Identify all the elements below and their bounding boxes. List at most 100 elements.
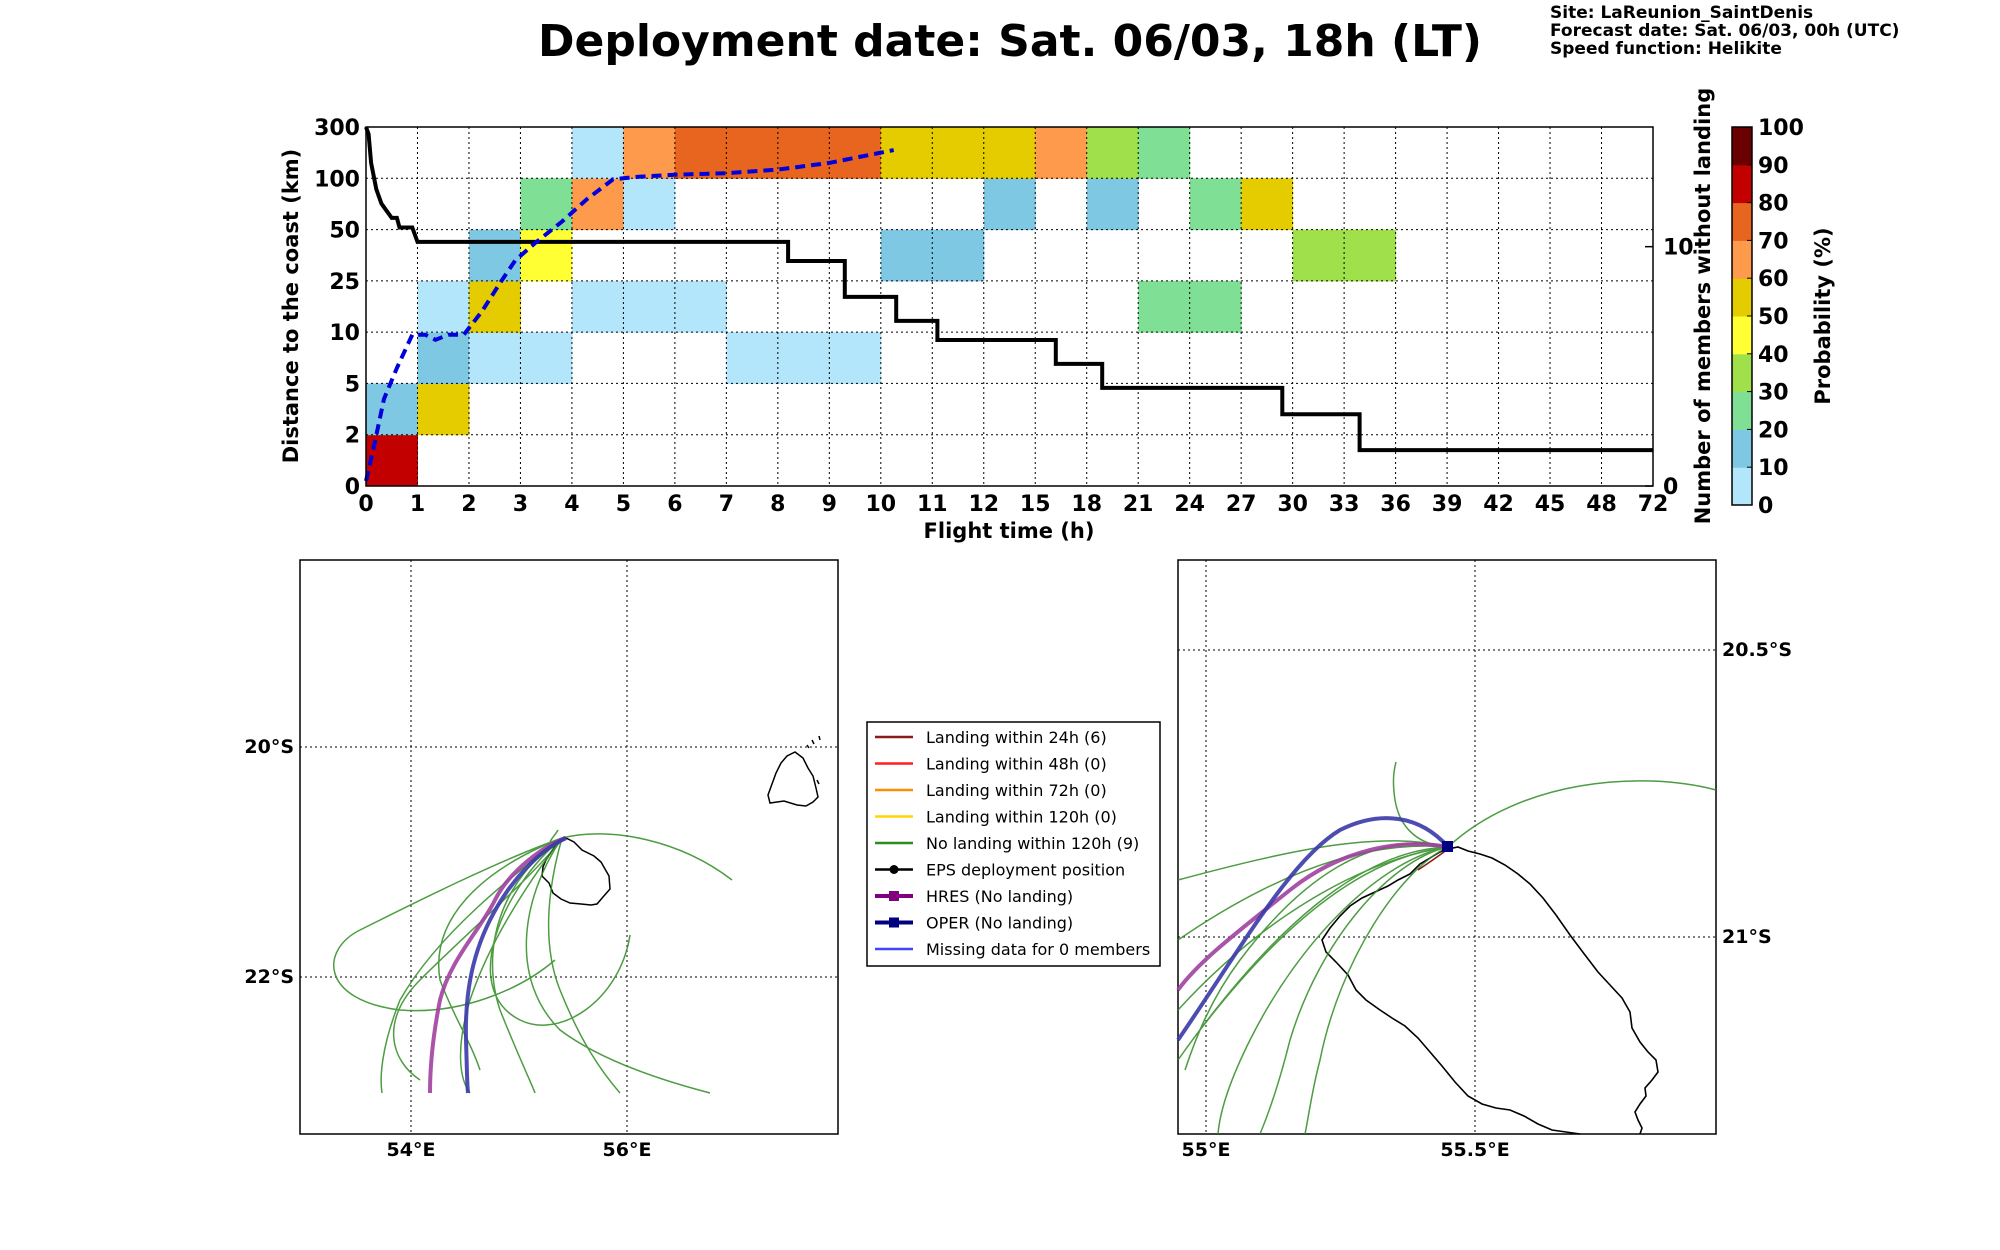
heatmap-x-tick: 4 — [564, 492, 579, 517]
map-right-trajectories — [1177, 761, 1717, 1135]
colorbar-segment — [1732, 278, 1752, 317]
map-right-oper-track — [1176, 816, 1450, 1042]
heatmap-cell — [932, 229, 985, 282]
heatmap-cell — [1241, 178, 1294, 231]
map-right-hres-track — [1176, 842, 1449, 992]
heatmap-cell — [880, 229, 933, 282]
heatmap-x-tick: 24 — [1174, 492, 1205, 517]
info-line-site: Site: LaReunion_SaintDenis — [1550, 3, 1813, 23]
heatmap-y2-tick: 10 — [1663, 236, 1694, 261]
heatmap-frame — [365, 126, 1654, 487]
heatmap-x-tick: 36 — [1380, 492, 1411, 517]
heatmap-cell — [674, 127, 727, 179]
heatmap-x-tick: 10 — [865, 492, 896, 517]
map-left-y-tick: 20°S — [244, 736, 294, 758]
heatmap-cell — [623, 127, 676, 179]
map-left-x-tick: 54°E — [387, 1139, 436, 1161]
heatmap-x-tick: 1 — [410, 492, 425, 517]
heatmap-x-tick: 11 — [917, 492, 948, 517]
heatmap-cell — [417, 280, 470, 333]
legend-marker — [889, 891, 899, 901]
map-left: 54°E 56°E 20°S 22°S — [244, 559, 839, 1161]
colorbar-segment — [1732, 316, 1752, 355]
colorbar-segment — [1732, 240, 1752, 279]
main-title: Deployment date: Sat. 06/03, 18h (LT) — [538, 16, 1482, 67]
colorbar: 0 10 20 30 40 50 60 70 80 90 100 Probability (%) — [1731, 116, 1835, 519]
colorbar-segment — [1732, 202, 1752, 241]
mauritius-island — [767, 751, 819, 807]
heatmap-x-tick: 33 — [1329, 492, 1360, 517]
legend-label: Landing within 72h (0) — [926, 781, 1107, 800]
map-right-grid — [1178, 560, 1716, 1134]
heatmap-x-tick: 5 — [616, 492, 631, 517]
heatmap-x-tick: 9 — [822, 492, 837, 517]
heatmap-y-tick: 5 — [345, 372, 360, 397]
legend: Landing within 24h (6) Landing within 48h… — [866, 721, 1161, 967]
heatmap-y-label: Distance to the coast (km) — [279, 149, 303, 464]
heatmap-cell — [1344, 229, 1397, 282]
colorbar-tick: 100 — [1758, 116, 1804, 141]
heatmap-cell — [571, 127, 624, 179]
heatmap-cell — [1086, 178, 1139, 231]
info-line-forecast: Forecast date: Sat. 06/03, 00h (UTC) — [1550, 21, 1899, 41]
map-left-frame — [299, 559, 839, 1135]
heatmap-cells — [366, 127, 1397, 487]
colorbar-segment — [1732, 164, 1752, 204]
heatmap-cell — [983, 178, 1036, 231]
colorbar-tick: 10 — [1758, 456, 1789, 481]
legend-label: Landing within 120h (0) — [926, 808, 1117, 827]
heatmap-x-tick: 48 — [1586, 492, 1617, 517]
heatmap-cell — [1138, 280, 1191, 333]
info-block: Site: LaReunion_SaintDenis Forecast date… — [1550, 3, 1899, 59]
legend-label: HRES (No landing) — [926, 887, 1073, 906]
heatmap-cell — [571, 178, 624, 231]
legend-label: OPER (No landing) — [926, 914, 1073, 933]
heatmap-x-tick: 39 — [1432, 492, 1463, 517]
heatmap-cell — [468, 332, 521, 384]
map-right-x-tick: 55.5°E — [1440, 1139, 1509, 1161]
map-right: 55°E 55.5°E 20.5°S 21°S — [1176, 559, 1792, 1161]
heatmap-x-label: Flight time (h) — [924, 519, 1095, 543]
heatmap-x-tick: 7 — [719, 492, 734, 517]
colorbar-tick: 70 — [1758, 229, 1789, 254]
heatmap-cell — [1086, 127, 1139, 179]
map-right-x-tick: 55°E — [1182, 1139, 1231, 1161]
heatmap-cell — [674, 280, 727, 333]
reunion-coastline — [1321, 846, 1659, 1135]
heatmap-cell — [520, 332, 573, 384]
heatmap-cell — [880, 127, 933, 179]
heatmap-x-tick: 45 — [1535, 492, 1566, 517]
heatmap-y-tick: 2 — [345, 424, 360, 449]
heatmap-x-tick: 12 — [968, 492, 999, 517]
members-without-landing-line — [364, 126, 1653, 453]
map-right-y-tick: 21°S — [1722, 926, 1772, 948]
heatmap-y-tick: 100 — [314, 167, 360, 192]
map-left-grid — [300, 560, 838, 1134]
colorbar-segment — [1732, 353, 1752, 393]
heatmap-cell — [829, 127, 882, 179]
colorbar-tick: 30 — [1758, 381, 1789, 406]
reunion-island — [541, 836, 611, 906]
colorbar-tick: 0 — [1758, 494, 1773, 519]
heatmap-x-tick: 18 — [1071, 492, 1102, 517]
legend-label: EPS deployment position — [926, 861, 1125, 880]
heatmap-y-tick: 50 — [329, 219, 360, 244]
colorbar-segment — [1732, 467, 1752, 506]
heatmap-x-tick: 27 — [1226, 492, 1257, 517]
heatmap-cell — [777, 332, 830, 384]
legend-frame — [866, 721, 1161, 967]
heatmap-y2-ticks: 0 10 — [1645, 236, 1694, 500]
colorbar-segment — [1732, 127, 1752, 166]
heatmap-cell — [623, 280, 676, 333]
legend-marker — [889, 865, 899, 874]
heatmap-y-tick: 0 — [345, 475, 360, 500]
heatmap-x-tick: 42 — [1483, 492, 1514, 517]
colorbar-tick: 40 — [1758, 343, 1789, 368]
legend-label: Landing within 24h (6) — [926, 728, 1107, 747]
heatmap-y-tick: 300 — [314, 116, 360, 141]
legend-label: No landing within 120h (9) — [926, 834, 1139, 853]
heatmap-cell — [1138, 127, 1191, 179]
legend-label: Landing within 48h (0) — [926, 755, 1107, 774]
heatmap-cell — [932, 127, 985, 179]
heatmap-cell — [468, 229, 521, 282]
